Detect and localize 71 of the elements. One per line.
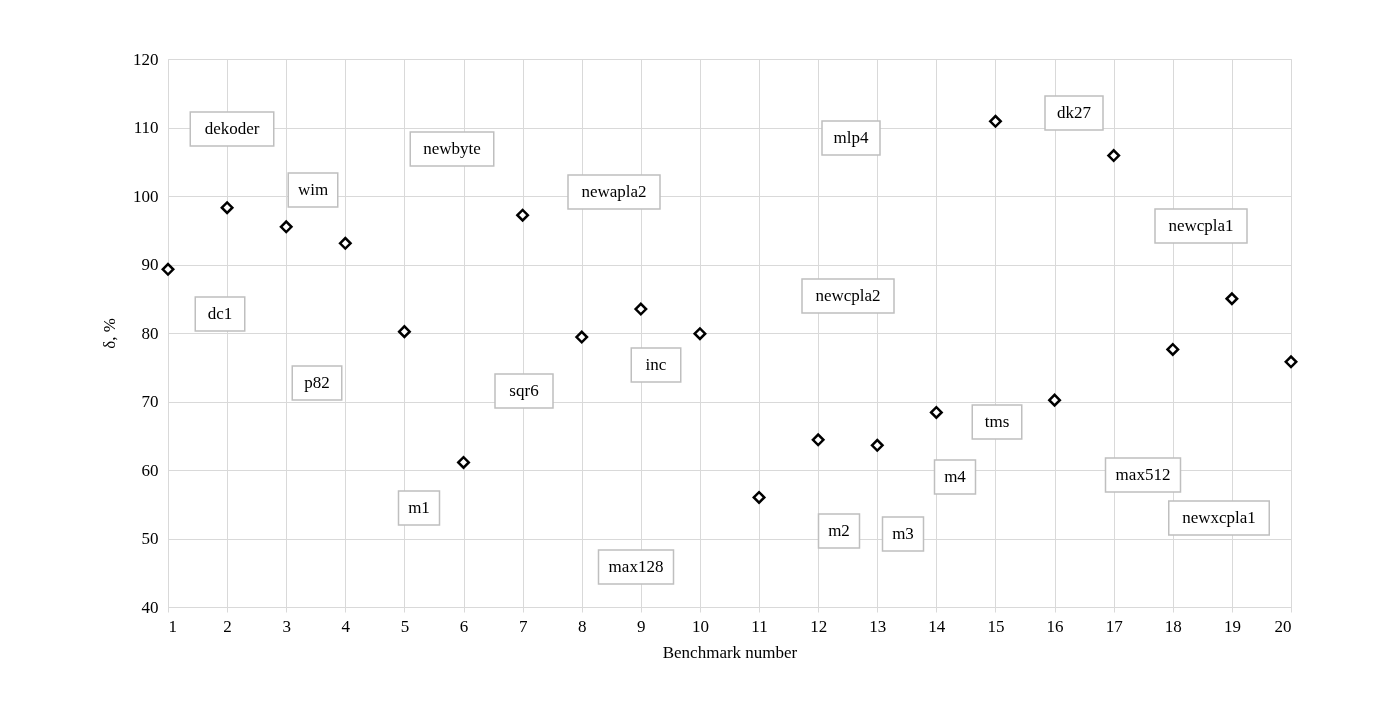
point bbox=[279, 220, 293, 234]
annotation: m2 bbox=[828, 521, 850, 540]
annotation: p82 bbox=[304, 373, 330, 392]
annotation: max128 bbox=[608, 557, 664, 576]
x-tick-label: 19 bbox=[1223, 616, 1241, 636]
y-tick-label: 100 bbox=[133, 186, 159, 206]
point bbox=[457, 455, 471, 469]
x-axis-title: Benchmark number bbox=[662, 642, 798, 662]
annotation: m3 bbox=[892, 524, 914, 543]
x-tick-label: 12 bbox=[810, 616, 828, 636]
y-tick-label: 50 bbox=[141, 529, 159, 548]
annotation: wim bbox=[297, 180, 329, 199]
point bbox=[870, 438, 884, 452]
annotation: m4 bbox=[944, 467, 967, 486]
annotation: newxcpla1 bbox=[1182, 508, 1256, 527]
annotation: newbyte bbox=[423, 139, 481, 158]
x-tick-label: 2 bbox=[223, 616, 232, 636]
x-tick-label: 8 bbox=[577, 616, 587, 636]
point bbox=[929, 405, 943, 419]
x-tick-label: 20 bbox=[1274, 616, 1292, 636]
point bbox=[338, 236, 352, 250]
point bbox=[161, 262, 175, 276]
annotation: newcpla2 bbox=[815, 286, 881, 305]
point bbox=[1166, 342, 1180, 356]
annotation: tms bbox=[984, 412, 1010, 431]
annotation: dk27 bbox=[1057, 103, 1092, 122]
point bbox=[516, 208, 530, 222]
x-tick-label: 14 bbox=[928, 616, 946, 636]
x-tick-label: 10 bbox=[691, 616, 709, 636]
annotation: sqr6 bbox=[509, 381, 539, 400]
x-tick-label: 15 bbox=[987, 616, 1005, 636]
point bbox=[220, 201, 234, 215]
y-tick-label: 80 bbox=[141, 323, 159, 343]
point bbox=[575, 330, 589, 344]
x-tick-label: 18 bbox=[1164, 616, 1182, 636]
x-tick-label: 9 bbox=[637, 616, 646, 636]
point bbox=[397, 325, 411, 339]
x-tick-label: 17 bbox=[1105, 616, 1124, 636]
x-tick-label: 11 bbox=[751, 616, 768, 636]
annotation: m1 bbox=[408, 498, 430, 517]
y-tick-label: 70 bbox=[141, 392, 159, 411]
point bbox=[1048, 393, 1062, 407]
annotation: max512 bbox=[1115, 465, 1171, 484]
x-tick-label: 7 bbox=[518, 616, 528, 636]
point bbox=[752, 490, 766, 504]
annotation: mlp4 bbox=[833, 128, 869, 147]
x-tick-label: 16 bbox=[1046, 616, 1064, 636]
point bbox=[693, 327, 707, 341]
annotation: newcpla1 bbox=[1168, 216, 1234, 235]
x-tick-label: 13 bbox=[869, 616, 887, 636]
point bbox=[988, 114, 1002, 128]
y-tick-label: 40 bbox=[141, 597, 159, 617]
x-tick-label: 1 bbox=[168, 616, 177, 636]
x-tick-label: 4 bbox=[341, 616, 351, 636]
y-tick-label: 120 bbox=[133, 49, 159, 69]
y-tick-label: 60 bbox=[141, 460, 159, 480]
x-tick-label: 5 bbox=[400, 616, 410, 636]
annotation: dc1 bbox=[207, 304, 233, 323]
y-axis-title: δ, % bbox=[100, 318, 119, 349]
point bbox=[1284, 355, 1298, 369]
y-tick-label: 90 bbox=[141, 255, 159, 274]
annotation: dekoder bbox=[204, 119, 260, 138]
point bbox=[634, 302, 648, 316]
x-tick-label: 6 bbox=[459, 616, 469, 636]
y-tick-label: 110 bbox=[133, 118, 159, 137]
point bbox=[811, 433, 825, 447]
point bbox=[1107, 149, 1121, 163]
annotation: inc bbox=[645, 355, 667, 374]
annotation: newapla2 bbox=[581, 182, 647, 201]
point bbox=[1225, 292, 1239, 306]
x-tick-label: 3 bbox=[282, 616, 291, 636]
